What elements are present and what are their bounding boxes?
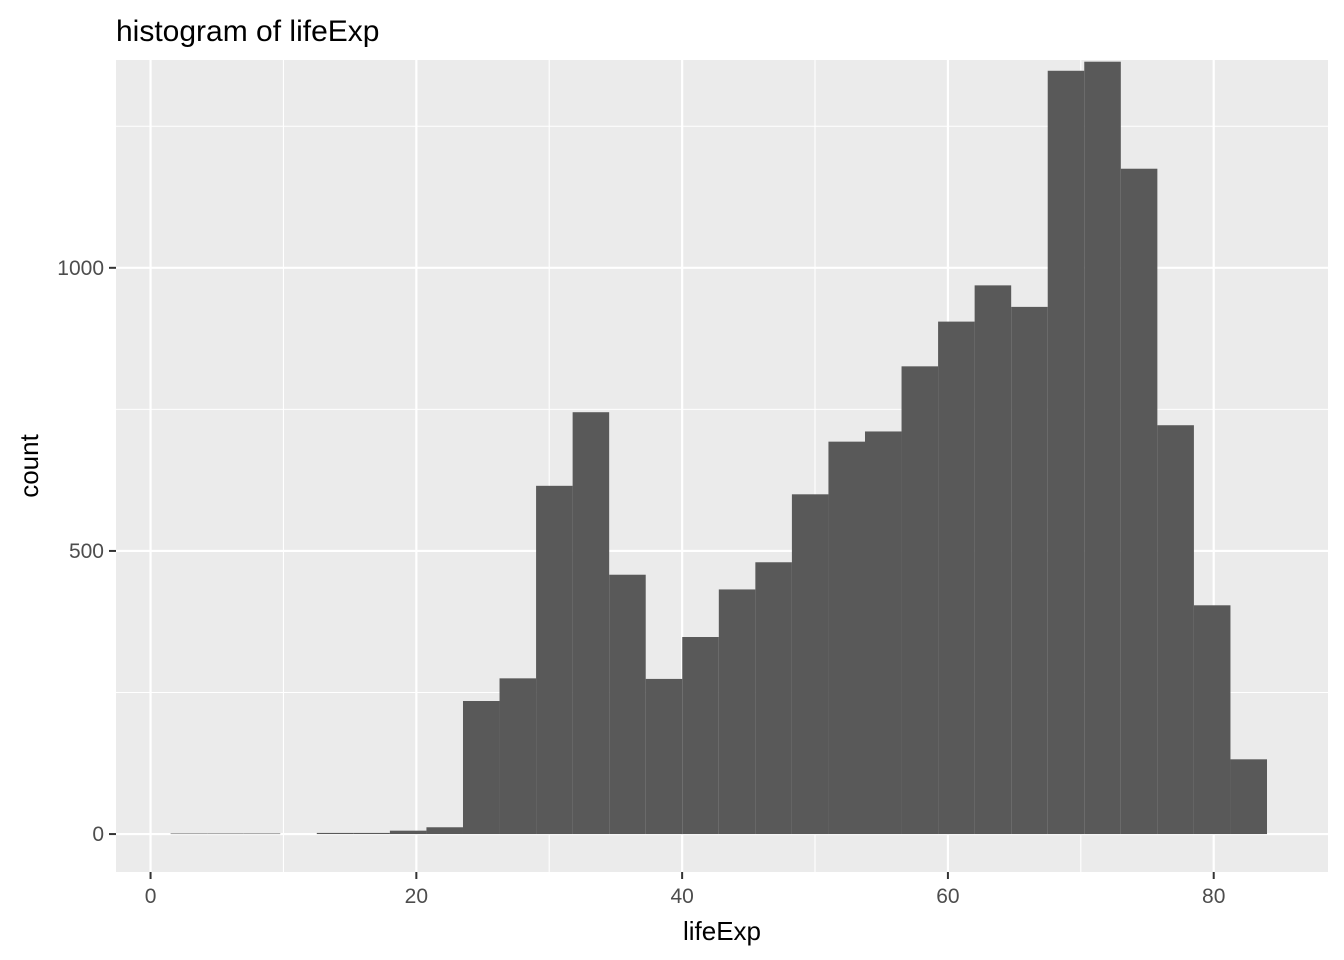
histogram-bar <box>207 833 244 835</box>
histogram-bar <box>1230 759 1268 835</box>
histogram-bar <box>426 827 463 835</box>
histogram-bars <box>170 61 1268 835</box>
histogram-bar <box>1193 605 1231 835</box>
histogram-bar <box>755 562 792 835</box>
y-axis: 0 500 1000 <box>57 257 116 846</box>
histogram-bar <box>353 832 390 835</box>
histogram-bar <box>645 678 683 835</box>
histogram-bar <box>864 431 902 835</box>
histogram-bar <box>1084 61 1121 835</box>
histogram-bar <box>828 441 865 835</box>
x-axis-title: lifeExp <box>683 916 761 946</box>
histogram-bar <box>499 678 537 835</box>
histogram-bar <box>791 494 829 835</box>
x-tick-label: 40 <box>670 885 693 908</box>
histogram-bar <box>1047 70 1085 835</box>
histogram-bar <box>1120 168 1158 835</box>
x-axis: 0 20 40 60 80 <box>145 872 1225 908</box>
y-tick-label: 0 <box>92 823 104 846</box>
histogram-bar <box>609 574 646 835</box>
histogram-bar <box>1011 306 1048 835</box>
histogram-bar <box>682 637 719 835</box>
chart-title: histogram of lifeExp <box>116 15 379 48</box>
histogram-bar <box>572 412 610 835</box>
histogram-bar <box>974 285 1012 835</box>
histogram-bar <box>389 830 427 835</box>
x-tick-label: 80 <box>1202 885 1225 908</box>
histogram-bar <box>1157 425 1194 835</box>
y-axis-title: count <box>14 433 44 497</box>
histogram-bar <box>718 589 756 835</box>
histogram-bar <box>901 366 939 835</box>
y-tick-label: 1000 <box>57 257 104 280</box>
histogram-bar <box>536 485 573 835</box>
x-tick-label: 60 <box>936 885 959 908</box>
histogram-bar <box>462 700 500 835</box>
x-tick-label: 0 <box>145 885 157 908</box>
histogram-bar <box>316 832 354 835</box>
x-tick-label: 20 <box>405 885 428 908</box>
histogram-bar <box>938 321 975 835</box>
histogram-bar <box>243 833 281 835</box>
histogram-bar <box>170 833 208 835</box>
y-tick-label: 500 <box>69 540 104 563</box>
